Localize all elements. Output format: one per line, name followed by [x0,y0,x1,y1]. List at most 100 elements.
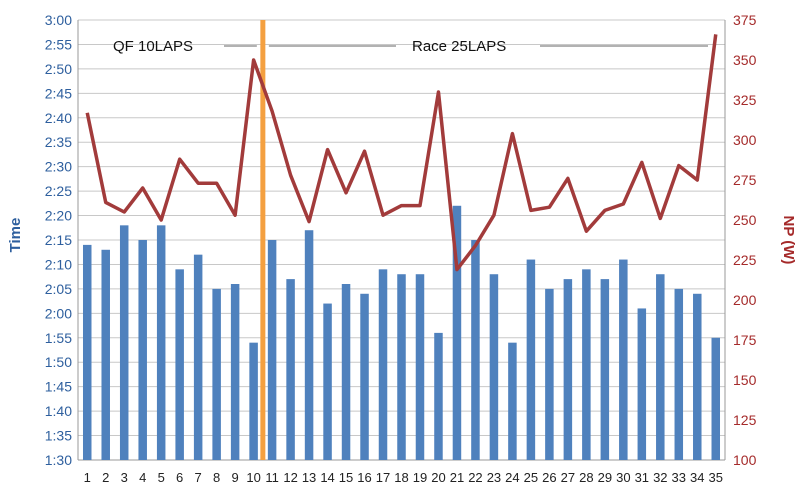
gridlines [77,19,726,461]
bar [693,293,702,460]
right-tick-label: 275 [733,172,757,188]
left-tick-label: 1:45 [45,379,72,395]
x-tick-label: 29 [598,470,612,485]
x-tick-label: 10 [246,470,260,485]
right-tick-label: 125 [733,412,757,428]
left-tick-label: 2:40 [45,110,72,126]
bar [341,284,351,460]
annotation-race: Race 25LAPS [412,38,506,55]
bar [156,225,166,460]
bar [101,249,110,460]
bar [415,274,425,460]
x-tick-label: 9 [232,470,239,485]
left-tick-label: 2:05 [45,281,72,297]
x-tick-label: 34 [690,470,704,485]
right-tick-label: 175 [733,332,757,348]
annotations: QF 10LAPS Race 25LAPS [113,38,708,55]
x-tick-label: 5 [158,470,165,485]
bar [434,332,443,460]
x-tick-label: 16 [357,470,371,485]
x-tick-label: 3 [121,470,128,485]
x-tick-label: 20 [431,470,445,485]
bar [545,288,554,460]
bar [656,274,665,460]
bar [249,342,258,460]
np-line [85,34,718,272]
bar [508,342,517,460]
bar [452,205,462,460]
x-tick-label: 30 [616,470,630,485]
left-tick-label: 1:50 [45,354,72,370]
right-tick-label: 300 [733,132,757,148]
x-tick-label: 6 [176,470,183,485]
bar [619,259,628,460]
right-tick-label: 350 [733,52,757,68]
x-tick-label: 4 [139,470,146,485]
bar [582,269,591,460]
x-tick-label: 18 [394,470,408,485]
x-tick-label: 22 [468,470,482,485]
bar [286,279,295,460]
left-tick-label: 2:30 [45,159,72,175]
bar [378,269,388,460]
x-tick-label: 32 [653,470,667,485]
x-tick-label: 15 [339,470,353,485]
x-tick-label: 35 [709,470,723,485]
right-tick-label: 150 [733,372,757,388]
right-tick-label: 200 [733,292,757,308]
bar [600,279,610,460]
left-tick-label: 1:30 [45,452,72,468]
x-tick-label: 31 [635,470,649,485]
left-tick-label: 2:20 [45,208,72,224]
left-tick-label: 1:40 [45,403,72,419]
left-tick-label: 3:00 [45,12,72,28]
left-tick-label: 2:35 [45,134,72,150]
right-tick-label: 375 [733,12,757,28]
bar [489,274,499,460]
right-tick-label: 100 [733,452,757,468]
bar [82,244,92,460]
bar [563,279,573,460]
bar [526,259,536,460]
bar [230,284,240,460]
x-tick-label: 12 [283,470,297,485]
left-tick-label: 2:45 [45,85,72,101]
x-tick-label: 7 [195,470,202,485]
line-series [85,34,718,272]
left-tick-label: 1:55 [45,330,72,346]
left-tick-label: 2:50 [45,61,72,77]
right-tick-label: 250 [733,212,757,228]
x-tick-label: 33 [672,470,686,485]
left-axis-ticks: 1:30 1:35 1:40 1:45 1:50 1:55 2:00 2:05 2:10 2:15… [45,12,72,468]
right-tick-label: 325 [733,92,757,108]
bar [267,240,277,460]
annotation-qf: QF 10LAPS [113,38,193,55]
right-tick-label: 225 [733,252,757,268]
x-tick-label: 19 [413,470,427,485]
bar [193,254,203,460]
right-axis-title: NP (W) [780,216,797,265]
bar [304,230,314,460]
x-tick-label: 25 [524,470,538,485]
x-tick-label: 11 [265,470,279,485]
bar [711,337,721,460]
right-axis-ticks: 100 125 150 175 200 225 250 275 300 325 350 375 [733,12,757,468]
bar [637,308,647,460]
bar [212,288,221,460]
x-tick-label: 2 [102,470,109,485]
left-tick-label: 2:25 [45,183,72,199]
left-tick-label: 2:55 [45,36,72,52]
x-tick-label: 28 [579,470,593,485]
bar [471,240,480,460]
left-tick-label: 2:15 [45,232,72,248]
left-tick-label: 2:10 [45,256,72,272]
x-tick-label: 23 [487,470,501,485]
left-tick-label: 1:35 [45,428,72,444]
bar-series [82,205,721,460]
x-tick-label: 27 [561,470,575,485]
bar [323,303,332,460]
x-tick-label: 26 [542,470,556,485]
left-tick-label: 2:00 [45,305,72,321]
bar [175,269,184,460]
